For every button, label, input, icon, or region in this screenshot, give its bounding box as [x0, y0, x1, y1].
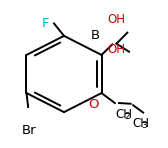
Text: 3: 3 [141, 121, 147, 130]
Text: OH: OH [107, 43, 125, 56]
Text: O: O [89, 98, 99, 111]
Text: OH: OH [107, 13, 125, 26]
Text: CH: CH [132, 117, 149, 130]
Text: F: F [42, 17, 49, 30]
Text: 2: 2 [125, 112, 130, 122]
Text: CH: CH [116, 108, 133, 121]
Text: Br: Br [21, 123, 36, 136]
Text: B: B [91, 29, 100, 42]
